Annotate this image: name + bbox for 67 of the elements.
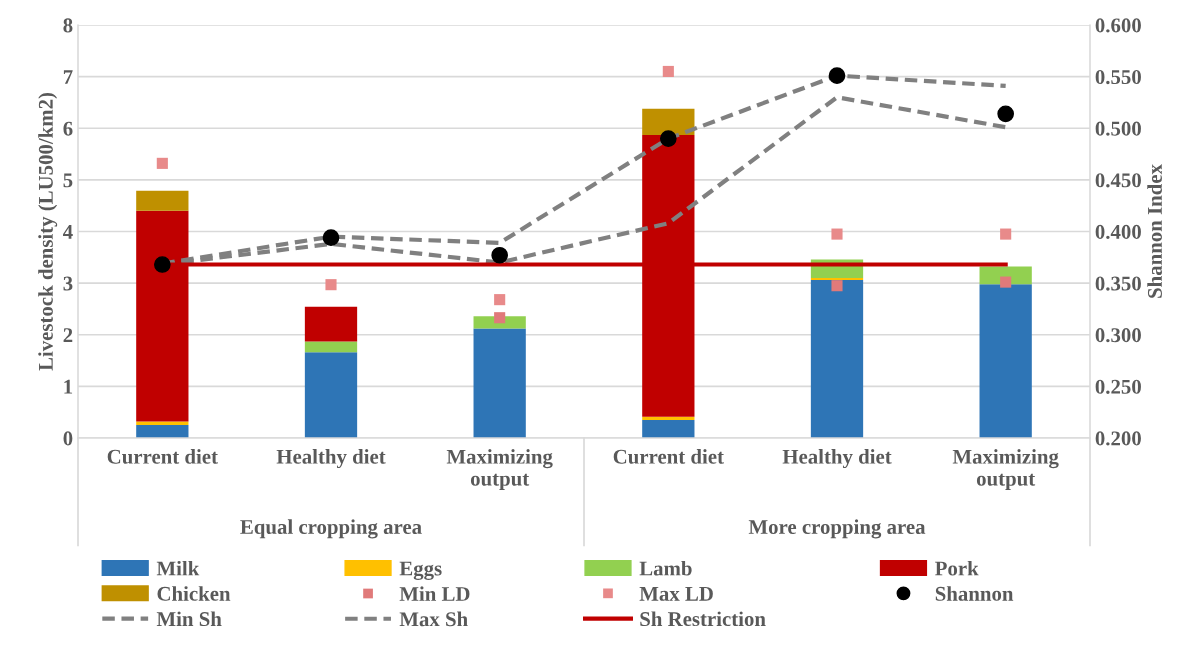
y2-tick-label: 0.550: [1095, 70, 1141, 85]
bar: [304, 352, 358, 438]
legend-label: Lamb: [639, 560, 692, 576]
x-tick-label: Maximizing output: [952, 449, 1059, 490]
legend-label: Min LD: [399, 586, 470, 601]
legend-label: Max Sh: [399, 611, 468, 627]
x-tick-label: Healthy diet: [276, 449, 386, 469]
point: [153, 256, 171, 273]
bar: [642, 416, 695, 420]
bar: [136, 190, 189, 211]
y2-tick-label: 0.400: [1095, 224, 1141, 240]
y2-tick-label: 0.600: [1095, 18, 1141, 33]
point: [494, 294, 506, 306]
legend-label: Sh Restriction: [640, 611, 766, 627]
y2-tick-label: 0.350: [1095, 276, 1141, 291]
point: [997, 105, 1015, 123]
bar: [136, 421, 189, 426]
y2-tick-label: 0.200: [1095, 431, 1141, 446]
bar: [810, 277, 864, 281]
y-tick-label: 1: [64, 379, 73, 394]
point: [325, 279, 337, 291]
y-tick-label: 4: [63, 225, 73, 239]
point: [1000, 228, 1012, 240]
point: [322, 229, 340, 247]
y2-tick-label: 0.450: [1095, 173, 1141, 188]
y-tick-label: 6: [63, 121, 73, 136]
legend-label: Shannon: [935, 586, 1014, 601]
point: [831, 228, 843, 240]
point: [156, 157, 168, 169]
y-tick-label: 8: [63, 18, 73, 33]
legend-label: Max LD: [639, 586, 713, 601]
y-tick-label: 3: [63, 276, 73, 291]
bar: [642, 108, 695, 135]
y2-tick-label: 0.250: [1095, 379, 1141, 394]
bar: [810, 280, 864, 438]
bar: [304, 306, 358, 342]
y2-tick-label: 0.500: [1095, 121, 1141, 136]
legend-label: Chicken: [157, 586, 231, 601]
bar: [304, 341, 358, 353]
y-axis-title: Livestock density (LU500/km2): [38, 92, 58, 371]
point: [662, 65, 674, 78]
x-tick-label: Current diet: [107, 449, 218, 464]
bar: [642, 419, 695, 438]
bar: [136, 425, 189, 438]
y-tick-label: 0: [63, 431, 73, 446]
x-tick-label: Current diet: [613, 449, 724, 464]
point: [659, 130, 677, 147]
point: [828, 67, 846, 84]
point: [494, 312, 506, 324]
point: [831, 280, 843, 292]
text: Equal cropping area: [240, 519, 422, 539]
x-tick-label: Maximizing output: [446, 449, 553, 490]
legend-label: Pork: [935, 560, 979, 576]
x-tick-label: Healthy diet: [782, 449, 892, 469]
legend-label: Milk: [156, 560, 200, 576]
bar: [979, 284, 1032, 438]
text: More cropping area: [748, 519, 926, 539]
bar: [473, 328, 526, 438]
point: [1000, 276, 1012, 288]
y-tick-label: 5: [63, 173, 73, 188]
y-tick-label: 7: [63, 70, 73, 84]
y2-tick-label: 0.300: [1095, 328, 1141, 343]
legend-label: Min Sh: [156, 611, 222, 627]
y-tick-label: 2: [63, 328, 73, 342]
point: [491, 246, 509, 264]
y2-axis-title: Shannon Index: [1147, 164, 1162, 298]
legend-label: Eggs: [399, 561, 442, 580]
